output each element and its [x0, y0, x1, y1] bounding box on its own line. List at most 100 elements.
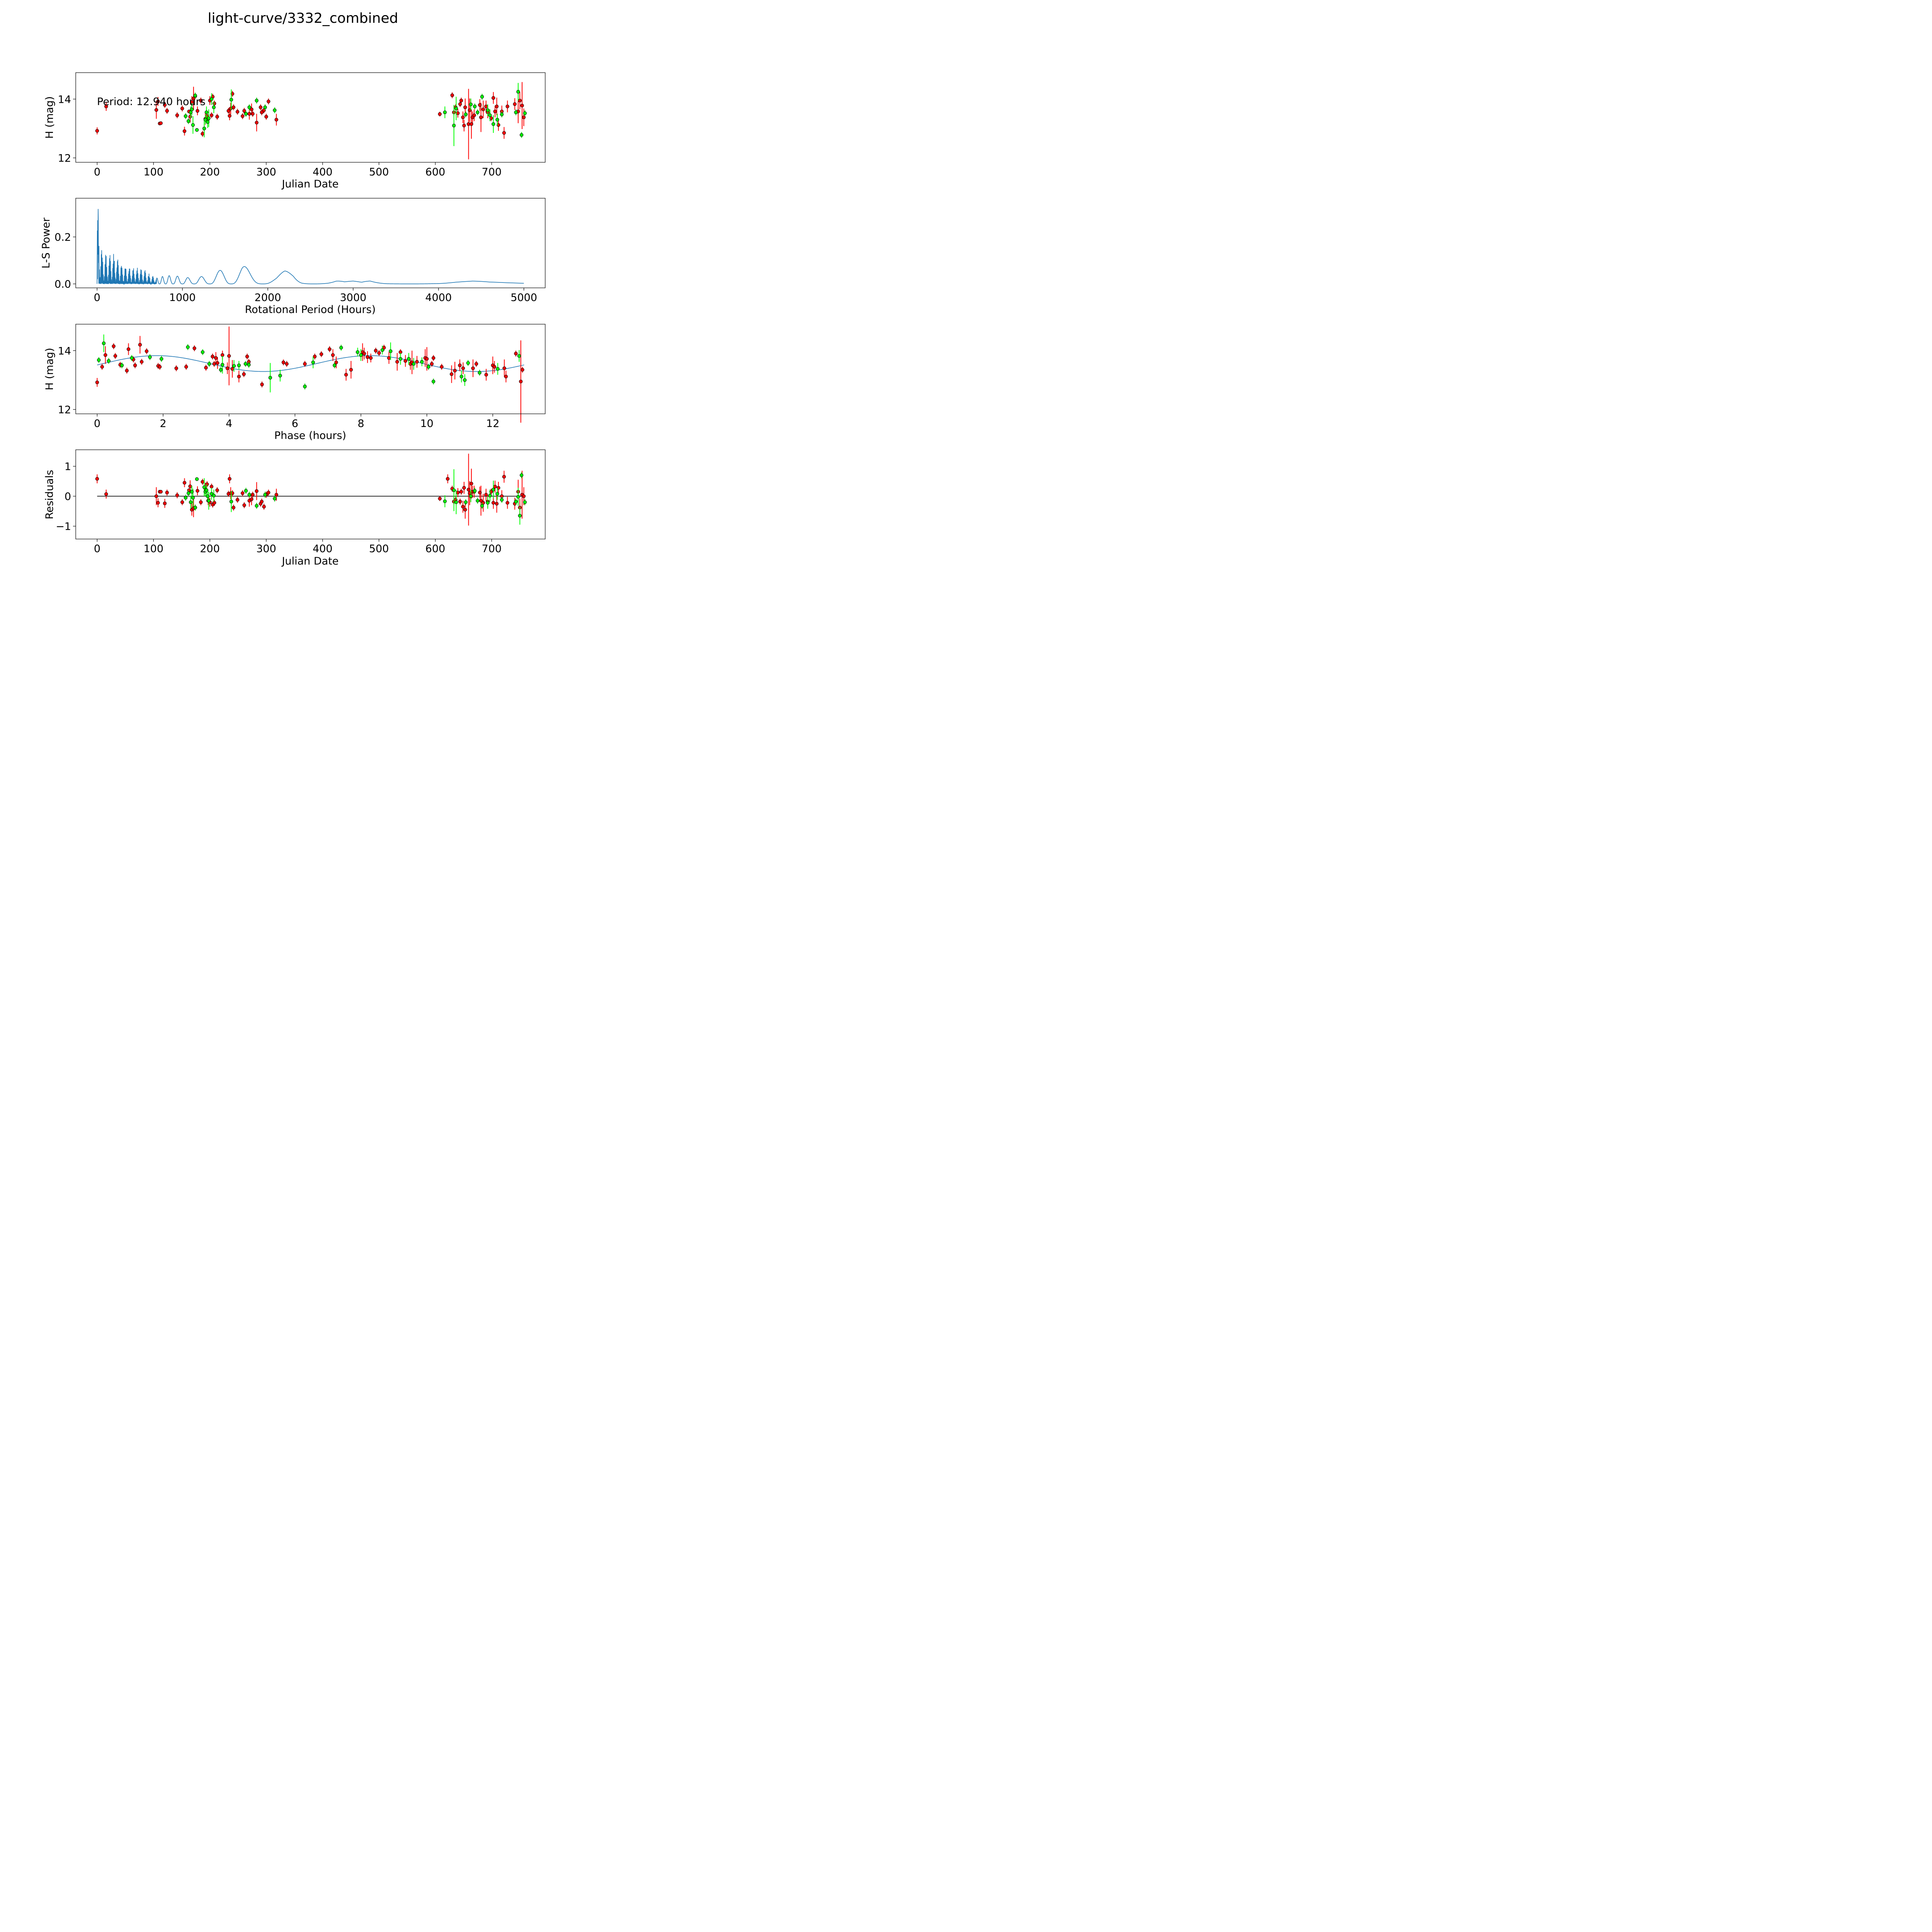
periodogram-xlabel: Rotational Period (Hours) [245, 304, 376, 316]
residuals-green-point [193, 505, 197, 510]
phased-red-point [331, 353, 335, 357]
residuals-red-point [241, 491, 245, 495]
phased-red-point [245, 354, 249, 359]
phased-red-point [139, 360, 144, 364]
phased-red-point [362, 352, 366, 355]
lightcurve-green-point [464, 112, 468, 116]
residuals-red-point [267, 491, 270, 495]
periodogram-plot-content [97, 209, 524, 285]
phased-green-point [311, 361, 315, 364]
phased-xtick-label: 0 [94, 418, 100, 430]
phased-red-point [313, 354, 317, 359]
lightcurve-red-point [274, 118, 278, 122]
lightcurve-red-point [251, 112, 255, 116]
phased-red-point [502, 366, 506, 370]
lightcurve-red-point [182, 129, 187, 133]
phased-green-point [120, 363, 124, 367]
lightcurve-ylabel: H (mag) [44, 96, 56, 139]
phased-red-point [514, 352, 518, 355]
residuals-green-point [476, 499, 480, 503]
lightcurve-red-point [180, 107, 184, 111]
lightcurve-red-point [165, 109, 169, 113]
lightcurve-red-point [215, 115, 219, 119]
lightcurve-red-point [159, 121, 163, 125]
phased-red-point [415, 360, 419, 364]
lightcurve-red-point [493, 109, 497, 114]
phased-red-point [374, 349, 378, 353]
lightcurve-red-point [461, 115, 465, 119]
lightcurve-red-point [231, 105, 236, 109]
phased-green-point [237, 363, 241, 367]
lightcurve-red-point [235, 110, 240, 114]
phased-red-point [125, 369, 129, 372]
phased-green-point [102, 341, 106, 345]
lightcurve-red-point [484, 104, 488, 109]
phased-red-point [211, 354, 214, 359]
phased-green-point [463, 378, 467, 382]
lightcurve-ticks: 0 100 200 300 400 500 600 700 12 14 [58, 94, 502, 178]
phased-red-point [369, 356, 373, 360]
residuals-red-point [260, 500, 264, 503]
lightcurve-green-point [263, 105, 267, 109]
residuals-red-point [242, 503, 246, 507]
residuals-red-point [215, 488, 219, 492]
lightcurve-red-point [154, 108, 158, 112]
figure-title: light-curve/3332_combined [208, 10, 398, 26]
phased-green-point [496, 367, 500, 371]
lightcurve-green-point [255, 99, 259, 102]
phased-red-point [319, 352, 323, 356]
phased-red-point [242, 372, 246, 376]
phased-green-point [333, 363, 337, 367]
periodogram-xtick-label: 0 [94, 292, 100, 304]
residuals-red-point [213, 501, 216, 505]
lightcurve-green-point [473, 104, 477, 109]
phased-green-point [268, 376, 272, 380]
periodogram-ticks: 0 1000 2000 3000 4000 5000 0.0 0.2 [54, 231, 537, 304]
residuals-green-point [191, 496, 195, 500]
lightcurve-red-point [462, 124, 466, 128]
lightcurve-xtick-label: 500 [369, 166, 389, 178]
residuals-ytick-label: 0 [65, 491, 71, 503]
phased-red-point [112, 344, 116, 348]
lightcurve-red-point [228, 114, 231, 118]
periodogram-axes-frame [75, 198, 546, 288]
phased-red-point [366, 355, 369, 359]
residuals-green-point [454, 500, 458, 504]
residuals-red-point [196, 489, 199, 493]
lightcurve-green-point [495, 118, 499, 122]
lightcurve-green-point [203, 118, 207, 122]
residuals-green-point [488, 493, 492, 498]
phased-red-point [328, 347, 332, 351]
residuals-red-point [456, 491, 460, 495]
lightcurve-xtick-label: 400 [313, 166, 333, 178]
residuals-xtick-label: 300 [256, 543, 276, 555]
residuals-ylabel: Residuals [44, 470, 56, 519]
lightcurve-red-point [522, 115, 526, 119]
lightcurve-green-point [195, 128, 199, 132]
phased-green-point [207, 362, 211, 366]
lightcurve-annotation: Period: 12.940 hours [97, 96, 206, 108]
residuals-green-point [480, 504, 484, 508]
periodogram-panel: 0 1000 2000 3000 4000 5000 0.0 0.2 Rotational P… [40, 198, 546, 316]
residuals-red-point [199, 500, 203, 504]
residuals-red-point [188, 484, 192, 488]
lightcurve-red-point [199, 99, 203, 102]
lightcurve-green-point [273, 108, 277, 112]
lightcurve-green-point [229, 98, 233, 102]
phased-green-point [243, 362, 248, 366]
phased-red-point [504, 374, 508, 379]
lightcurve-xlabel: Julian Date [281, 178, 339, 190]
residuals-green-point [486, 501, 490, 505]
lightcurve-green-point [492, 122, 495, 126]
phased-red-point [145, 349, 149, 353]
residuals-red-point [159, 490, 163, 494]
phased-green-point [517, 354, 521, 358]
residuals-xtick-label: 700 [482, 543, 502, 555]
residuals-red-point [250, 497, 253, 501]
lightcurve-axes-frame [75, 72, 546, 163]
residuals-red-point [165, 491, 169, 495]
phased-green-point [130, 356, 134, 360]
residuals-red-point [466, 488, 471, 492]
phased-red-point [461, 366, 465, 370]
residuals-red-point [484, 493, 488, 497]
